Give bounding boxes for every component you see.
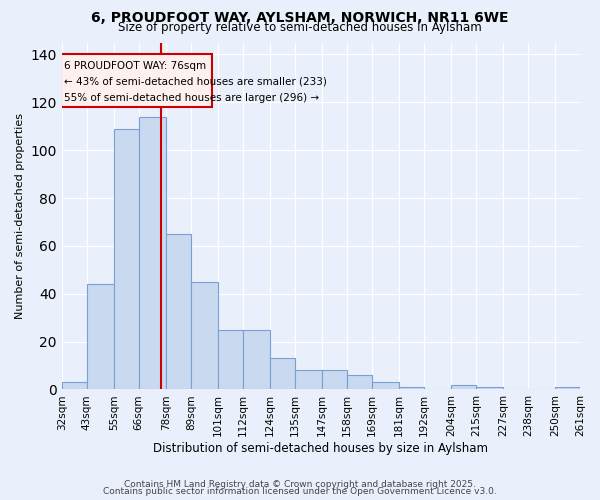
Bar: [270, 358, 295, 390]
Bar: [62, 382, 86, 390]
Bar: [86, 284, 114, 390]
Bar: [451, 384, 476, 390]
FancyBboxPatch shape: [61, 54, 212, 107]
Text: 55% of semi-detached houses are larger (296) →: 55% of semi-detached houses are larger (…: [64, 92, 319, 102]
Bar: [322, 370, 347, 390]
Bar: [399, 387, 424, 390]
Y-axis label: Number of semi-detached properties: Number of semi-detached properties: [15, 113, 25, 319]
X-axis label: Distribution of semi-detached houses by size in Aylsham: Distribution of semi-detached houses by …: [154, 442, 488, 455]
Text: Contains public sector information licensed under the Open Government Licence v3: Contains public sector information licen…: [103, 487, 497, 496]
Text: ← 43% of semi-detached houses are smaller (233): ← 43% of semi-detached houses are smalle…: [64, 77, 327, 87]
Text: Size of property relative to semi-detached houses in Aylsham: Size of property relative to semi-detach…: [118, 22, 482, 35]
Text: 6, PROUDFOOT WAY, AYLSHAM, NORWICH, NR11 6WE: 6, PROUDFOOT WAY, AYLSHAM, NORWICH, NR11…: [91, 12, 509, 26]
Bar: [218, 330, 243, 390]
Bar: [243, 330, 270, 390]
Text: 6 PROUDFOOT WAY: 76sqm: 6 PROUDFOOT WAY: 76sqm: [64, 62, 206, 72]
Text: Contains HM Land Registry data © Crown copyright and database right 2025.: Contains HM Land Registry data © Crown c…: [124, 480, 476, 489]
Bar: [114, 128, 139, 390]
Bar: [139, 116, 166, 390]
Bar: [347, 375, 372, 390]
Bar: [372, 382, 399, 390]
Bar: [166, 234, 191, 390]
Bar: [295, 370, 322, 390]
Bar: [555, 387, 580, 390]
Bar: [476, 387, 503, 390]
Bar: [191, 282, 218, 390]
